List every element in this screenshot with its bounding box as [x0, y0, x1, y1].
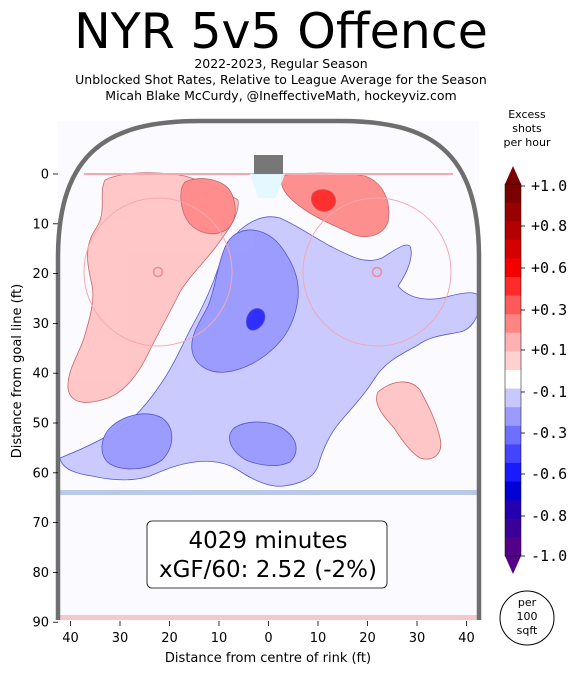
units-line-3: sqft — [517, 624, 538, 637]
heat-region — [245, 308, 266, 331]
subtitle-line-1: 2022-2023, Regular Season — [194, 56, 368, 71]
colorbar-swatch — [505, 314, 521, 334]
x-axis-label: Distance from centre of rink (ft) — [165, 651, 371, 666]
y-tick-label: 60 — [32, 466, 49, 481]
x-tick-label: 40 — [458, 631, 475, 646]
x-tick-label: 0 — [264, 631, 272, 646]
colorbar-swatch — [505, 351, 521, 371]
colorbar-title-3: per hour — [504, 136, 551, 149]
centre-line — [58, 615, 479, 620]
heat-region — [101, 413, 173, 470]
xgf-text: xGF/60: 2.52 (-2%) — [159, 557, 377, 583]
x-tick-label: 30 — [409, 631, 426, 646]
x-tick-label: 20 — [359, 631, 376, 646]
colorbar-tick-label: -0.1 — [531, 383, 567, 401]
colorbar-title-1: Excess — [508, 108, 546, 121]
colorbar-tick-label: +1.0 — [531, 177, 567, 195]
colorbar-tick-label: -0.6 — [531, 465, 567, 483]
colorbar-swatch — [505, 407, 521, 427]
colorbar-swatch — [505, 332, 521, 352]
heat-region — [180, 178, 236, 235]
heat-region — [191, 229, 299, 373]
subtitle-line-2: Unblocked Shot Rates, Relative to League… — [75, 72, 487, 87]
goal-net — [254, 155, 283, 174]
colorbar-swatch — [505, 388, 521, 408]
colorbar-tick-label: +0.6 — [531, 259, 567, 277]
y-tick-label: 40 — [32, 367, 49, 382]
chart-title: NYR 5v5 Offence — [74, 3, 488, 60]
units-badge: per 100 sqft — [499, 590, 555, 646]
colorbar-swatch — [505, 295, 521, 315]
y-tick-label: 30 — [32, 317, 49, 332]
goal-crease — [250, 174, 285, 198]
colorbar-swatch — [505, 481, 521, 501]
colorbar-swatch — [505, 537, 521, 557]
x-tick-label: 20 — [161, 631, 178, 646]
subtitle-line-3: Micah Blake McCurdy, @IneffectiveMath, h… — [105, 88, 457, 103]
colorbar-swatch — [505, 425, 521, 445]
y-tick-label: 70 — [32, 516, 49, 531]
x-tick-label: 40 — [62, 631, 79, 646]
heat-region — [311, 189, 337, 212]
boards — [55, 118, 482, 620]
colorbar-swatch — [505, 444, 521, 464]
colorbar: Excess shots per hour +1.0 +0.8 +0.6 +0.3 +0… — [504, 108, 567, 574]
colorbar-tick-label: -0.8 — [531, 507, 567, 525]
colorbar-swatch — [505, 239, 521, 259]
colorbar-swatch — [505, 202, 521, 222]
faceoff-circle-left — [83, 197, 233, 347]
colorbar-swatch — [505, 370, 521, 389]
colorbar-swatch — [505, 500, 521, 520]
heat-region — [229, 421, 297, 466]
colorbar-swatch — [505, 221, 521, 241]
x-axis: 40 30 20 10 0 10 20 30 40 — [62, 621, 475, 646]
x-tick-label: 10 — [310, 631, 327, 646]
x-tick-label: 10 — [211, 631, 228, 646]
heatmap-layer — [59, 172, 479, 487]
y-tick-label: 20 — [32, 267, 49, 282]
colorbar-tick-label: -0.3 — [531, 424, 567, 442]
colorbar-tick-label: +0.3 — [531, 301, 567, 319]
x-tick-label: 30 — [112, 631, 129, 646]
y-tick-label: 0 — [41, 168, 49, 183]
colorbar-tick-label: +0.1 — [531, 341, 567, 359]
faceoff-circle-right — [302, 197, 452, 347]
colorbar-swatch — [505, 463, 521, 482]
minutes-text: 4029 minutes — [189, 528, 348, 554]
colorbar-extend-top — [505, 166, 521, 184]
y-tick-label: 50 — [32, 417, 49, 432]
colorbar-title-2: shots — [512, 122, 542, 135]
faceoff-dot-left — [152, 266, 164, 278]
faceoff-dot-right — [371, 266, 383, 278]
colorbar-swatch — [505, 184, 521, 203]
rink-markings — [55, 118, 482, 620]
y-axis: 0 10 20 30 40 50 60 70 80 90 — [32, 168, 58, 631]
colorbar-swatch — [505, 258, 521, 278]
units-line-1: per — [518, 596, 537, 609]
colorbar-tick-label: +0.8 — [531, 217, 567, 235]
units-line-2: 100 — [517, 610, 538, 623]
heat-region — [376, 381, 442, 460]
stats-box: 4029 minutes xGF/60: 2.52 (-2%) — [146, 520, 388, 589]
colorbar-swatch — [505, 277, 521, 296]
colorbar-tick-label: -1.0 — [531, 547, 567, 565]
y-tick-label: 90 — [32, 616, 49, 631]
colorbar-extend-bottom — [505, 556, 521, 574]
y-axis-label: Distance from goal line (ft) — [10, 284, 25, 458]
y-tick-label: 10 — [32, 217, 49, 232]
colorbar-swatch — [505, 518, 521, 538]
y-tick-label: 80 — [32, 566, 49, 581]
blue-line — [58, 490, 479, 495]
